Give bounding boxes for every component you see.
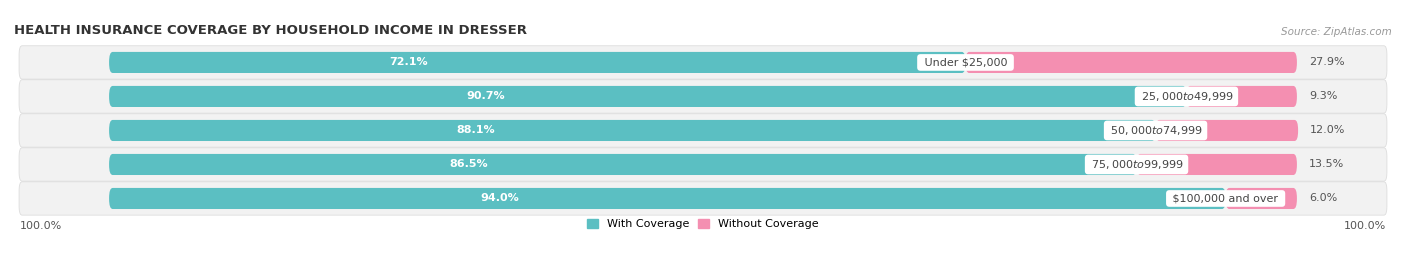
- FancyBboxPatch shape: [20, 182, 1386, 215]
- FancyBboxPatch shape: [966, 52, 1296, 73]
- Text: 9.3%: 9.3%: [1309, 91, 1337, 101]
- Text: 100.0%: 100.0%: [20, 221, 62, 231]
- FancyBboxPatch shape: [110, 120, 1156, 141]
- Text: 72.1%: 72.1%: [389, 58, 429, 68]
- Text: $50,000 to $74,999: $50,000 to $74,999: [1107, 124, 1204, 137]
- Text: $25,000 to $49,999: $25,000 to $49,999: [1137, 90, 1234, 103]
- Text: 94.0%: 94.0%: [481, 193, 519, 203]
- Text: HEALTH INSURANCE COVERAGE BY HOUSEHOLD INCOME IN DRESSER: HEALTH INSURANCE COVERAGE BY HOUSEHOLD I…: [14, 24, 527, 37]
- FancyBboxPatch shape: [20, 148, 1386, 181]
- Text: Under $25,000: Under $25,000: [921, 58, 1011, 68]
- FancyBboxPatch shape: [20, 46, 1386, 79]
- Text: 90.7%: 90.7%: [467, 91, 506, 101]
- Text: 6.0%: 6.0%: [1309, 193, 1337, 203]
- Text: 13.5%: 13.5%: [1309, 160, 1344, 169]
- FancyBboxPatch shape: [20, 80, 1386, 113]
- FancyBboxPatch shape: [1226, 188, 1296, 209]
- Legend: With Coverage, Without Coverage: With Coverage, Without Coverage: [588, 219, 818, 229]
- FancyBboxPatch shape: [110, 154, 1136, 175]
- Text: 27.9%: 27.9%: [1309, 58, 1344, 68]
- Text: $100,000 and over: $100,000 and over: [1170, 193, 1282, 203]
- FancyBboxPatch shape: [110, 86, 1187, 107]
- Text: $75,000 to $99,999: $75,000 to $99,999: [1088, 158, 1185, 171]
- Text: 86.5%: 86.5%: [450, 160, 488, 169]
- FancyBboxPatch shape: [1136, 154, 1296, 175]
- FancyBboxPatch shape: [1187, 86, 1296, 107]
- FancyBboxPatch shape: [110, 52, 966, 73]
- FancyBboxPatch shape: [20, 114, 1386, 147]
- FancyBboxPatch shape: [110, 188, 1226, 209]
- Text: 88.1%: 88.1%: [456, 125, 495, 136]
- Text: 100.0%: 100.0%: [1344, 221, 1386, 231]
- Text: 12.0%: 12.0%: [1310, 125, 1346, 136]
- FancyBboxPatch shape: [1156, 120, 1298, 141]
- Text: Source: ZipAtlas.com: Source: ZipAtlas.com: [1281, 27, 1392, 37]
